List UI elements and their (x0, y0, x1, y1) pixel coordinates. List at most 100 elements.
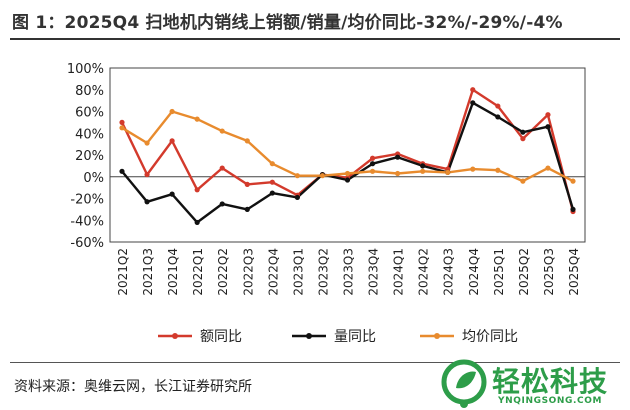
line-chart: -60%-40%-20%0%20%40%60%80%100% 2021Q2 202… (67, 62, 586, 345)
x-tick-label: 2023Q2 (316, 248, 330, 296)
data-point-s2-2 (169, 108, 175, 115)
series-line-1 (121, 101, 575, 224)
data-point-s0-1 (144, 171, 150, 178)
x-tick-label: 2022Q3 (241, 248, 255, 296)
data-point-s2-10 (369, 168, 376, 174)
x-tick-label: 2021Q2 (116, 248, 130, 296)
watermark-url: YNQINGSONG.COM (498, 396, 603, 406)
data-point-s0-6 (269, 179, 275, 185)
leaf-logo-icon (441, 359, 487, 408)
data-point-s1-17 (545, 124, 551, 130)
data-point-s2-8 (319, 173, 326, 179)
data-point-s0-17 (545, 112, 551, 118)
x-tick-label: 2023Q1 (291, 248, 305, 296)
y-tick-label: 100% (67, 62, 104, 77)
series-lines (120, 88, 575, 224)
x-tick-label: 2025Q1 (492, 248, 506, 296)
data-point-s1-11 (395, 154, 401, 160)
data-point-s1-1 (144, 199, 150, 205)
y-tick-label: 0% (83, 171, 104, 186)
y-tick-label: 20% (75, 149, 104, 164)
source-note: 资料来源：奥维云网，长江证券研究所 (14, 379, 252, 395)
legend-marker-1 (306, 333, 312, 339)
series-points (119, 87, 576, 226)
data-point-s1-10 (369, 161, 376, 167)
data-point-s2-4 (219, 128, 225, 134)
x-tick-label: 2025Q2 (517, 248, 531, 296)
x-tick-label: 2024Q3 (442, 248, 456, 296)
data-point-s2-15 (495, 167, 501, 173)
data-point-s2-0 (119, 125, 125, 131)
data-point-s2-14 (470, 166, 476, 172)
x-tick-label: 2024Q1 (392, 248, 406, 296)
x-tick-labels: 2021Q2 2021Q3 2021Q4 2022Q1 2022Q2 2022Q3 2022… (116, 248, 581, 296)
data-point-s1-5 (244, 206, 250, 212)
x-tick-label: 2022Q4 (266, 248, 280, 296)
watermark-logo: 轻松科技 YNQINGSONG.COM (440, 358, 625, 410)
plot-frame (109, 67, 586, 243)
data-point-s1-4 (219, 201, 225, 207)
data-point-s2-12 (420, 168, 426, 174)
series-line-0 (120, 88, 575, 212)
footer-divider (10, 362, 620, 363)
x-tick-label: 2021Q3 (141, 248, 155, 296)
y-tick-label: -40% (70, 214, 104, 229)
legend-label-0: 额同比 (200, 329, 242, 345)
x-tick-label: 2024Q2 (417, 248, 431, 296)
data-point-s1-14 (470, 100, 476, 106)
x-tick-label: 2021Q4 (166, 248, 180, 296)
legend-label-1: 量同比 (334, 329, 376, 345)
data-point-s1-6 (269, 190, 275, 196)
data-point-s2-11 (395, 170, 401, 177)
x-tick-label: 2025Q4 (567, 248, 581, 296)
data-point-s0-3 (194, 187, 200, 193)
data-point-s0-5 (244, 181, 250, 187)
data-point-s1-12 (420, 163, 426, 169)
y-tick-label: -20% (70, 193, 104, 208)
watermark-text: 轻松科技 (492, 365, 609, 398)
y-tick-label: -60% (70, 236, 104, 251)
x-tick-label: 2023Q3 (342, 248, 356, 296)
legend-marker-0 (172, 333, 178, 339)
data-point-s2-16 (520, 178, 526, 184)
x-tick-label: 2023Q4 (367, 248, 381, 296)
x-tick-label: 2022Q1 (191, 248, 205, 296)
data-point-s1-18 (570, 206, 576, 212)
data-point-s1-0 (119, 168, 125, 174)
data-point-s0-0 (119, 119, 125, 125)
data-point-s2-18 (570, 178, 576, 184)
data-point-s2-17 (545, 165, 551, 171)
y-tick-label: 60% (75, 106, 104, 121)
data-point-s1-2 (169, 191, 175, 197)
data-point-s2-1 (144, 140, 150, 146)
data-point-s0-2 (169, 138, 175, 144)
x-tick-label: 2025Q3 (542, 248, 556, 296)
page-title: 图 1：2025Q4 扫地机内销线上销额/销量/均价同比-32%/-29%/-4… (12, 13, 563, 33)
x-tick-label: 2024Q4 (467, 248, 481, 296)
legend-marker-2 (434, 333, 440, 339)
data-point-s0-14 (470, 87, 476, 93)
data-point-s0-15 (495, 103, 501, 109)
data-point-s0-16 (520, 136, 526, 142)
data-point-s2-7 (294, 173, 300, 179)
data-point-s1-15 (495, 114, 501, 120)
data-point-s2-5 (244, 138, 250, 144)
data-point-s2-9 (344, 170, 351, 177)
data-point-s2-3 (194, 116, 200, 122)
legend-label-2: 均价同比 (462, 329, 518, 345)
data-point-s1-9 (344, 177, 351, 183)
data-point-s1-3 (194, 219, 200, 226)
title-divider (10, 38, 620, 40)
data-point-s0-10 (369, 155, 376, 161)
data-point-s1-16 (520, 129, 526, 135)
data-point-s2-6 (269, 161, 275, 167)
y-tick-labels: -60% -40% -20% 0% 20% 40% 60% 80% 100% (67, 62, 104, 251)
y-tick-label: 80% (75, 84, 104, 99)
data-point-s0-4 (219, 165, 225, 171)
chart-axes (109, 67, 586, 243)
data-point-s1-7 (294, 194, 300, 201)
data-point-s2-13 (445, 169, 451, 175)
y-tick-label: 40% (75, 127, 104, 142)
legend: 额同比 量同比 均价同比 (158, 329, 518, 345)
x-tick-label: 2022Q2 (216, 248, 230, 296)
